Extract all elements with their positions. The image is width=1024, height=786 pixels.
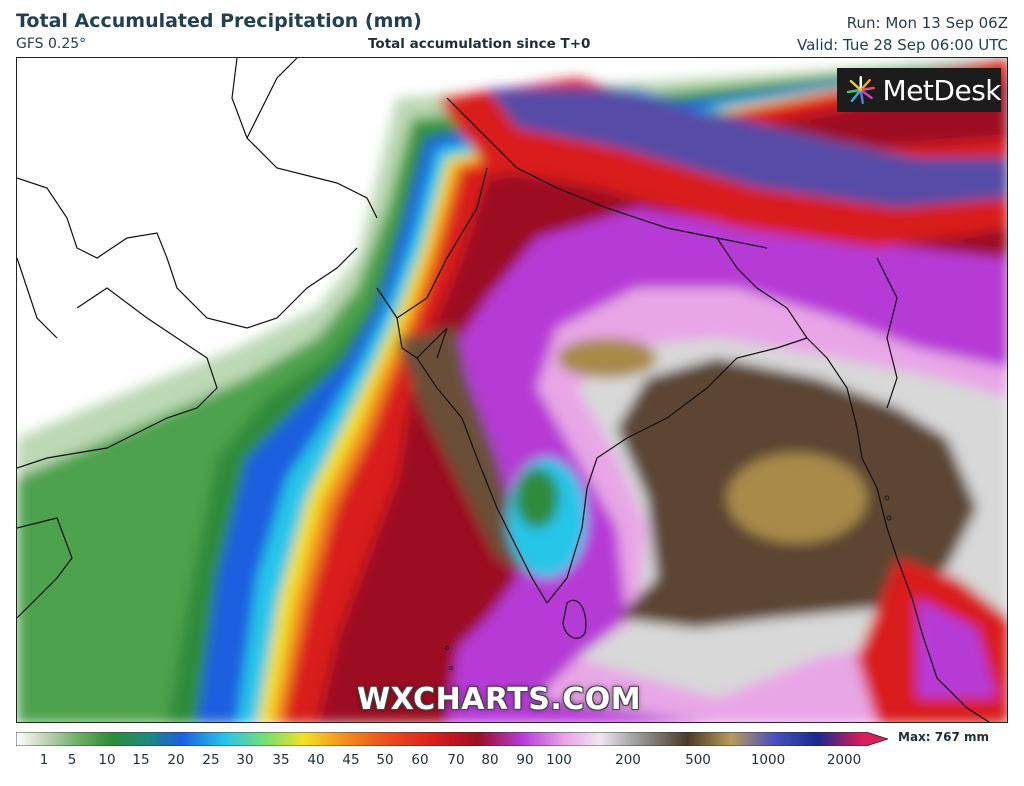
scale-tick-label: 45: [342, 752, 360, 768]
color-scale-bar: [16, 732, 888, 746]
max-value-label: Max: 767 mm: [898, 730, 989, 744]
metdesk-logo-text: MetDesk: [882, 73, 1002, 107]
scale-tick-label: 200: [615, 752, 641, 768]
scale-tick-label: 500: [685, 752, 711, 768]
scale-tick-label: 60: [411, 752, 429, 768]
scale-tick-label: 80: [481, 752, 499, 768]
scale-tick-label: 5: [67, 752, 77, 768]
coastlines: [17, 58, 990, 722]
scale-tick-label: 1: [39, 752, 49, 768]
map-canvas: [17, 58, 1007, 722]
scale-tick-label: 100: [546, 752, 572, 768]
chart-subtitle: Total accumulation since T+0: [368, 36, 591, 52]
scale-tick-label: 1000: [750, 752, 786, 768]
scale-tick-label: 10: [98, 752, 116, 768]
scale-tick-label: 90: [516, 752, 534, 768]
wxcharts-watermark: WXCHARTS.COM: [357, 682, 642, 717]
scale-tick-label: 20: [167, 752, 185, 768]
islands: [445, 495, 892, 670]
scale-tick-label: 2000: [826, 752, 862, 768]
precipitation-field: [17, 58, 1007, 722]
scale-tick-label: 70: [447, 752, 465, 768]
scale-tick-label: 25: [202, 752, 220, 768]
valid-label: Valid: Tue 28 Sep 06:00 UTC: [797, 36, 1008, 54]
metdesk-logo: MetDesk: [837, 68, 1002, 112]
scale-tick-label: 50: [376, 752, 394, 768]
metdesk-burst-icon: [846, 75, 875, 105]
scale-tick-label: 35: [272, 752, 290, 768]
precipitation-map[interactable]: MetDesk WXCHARTS.COM: [16, 57, 1008, 723]
scale-tick-label: 30: [236, 752, 254, 768]
scale-tick-label: 40: [307, 752, 325, 768]
chart-title: Total Accumulated Precipitation (mm): [16, 10, 422, 32]
model-label: GFS 0.25°: [16, 36, 87, 52]
run-label: Run: Mon 13 Sep 06Z: [846, 14, 1008, 32]
scale-tick-label: 15: [132, 752, 150, 768]
